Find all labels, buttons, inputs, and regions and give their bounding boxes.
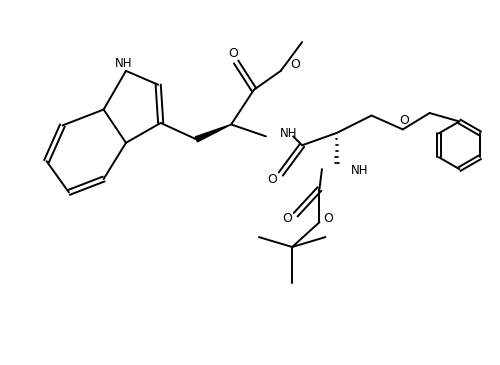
Polygon shape	[196, 124, 231, 142]
Text: O: O	[290, 58, 300, 71]
Text: O: O	[399, 114, 409, 127]
Text: O: O	[324, 212, 334, 225]
Text: NH: NH	[114, 57, 132, 70]
Text: O: O	[267, 173, 277, 185]
Text: O: O	[228, 47, 238, 60]
Text: O: O	[282, 212, 292, 225]
Text: NH: NH	[280, 127, 297, 140]
Text: NH: NH	[350, 164, 368, 177]
